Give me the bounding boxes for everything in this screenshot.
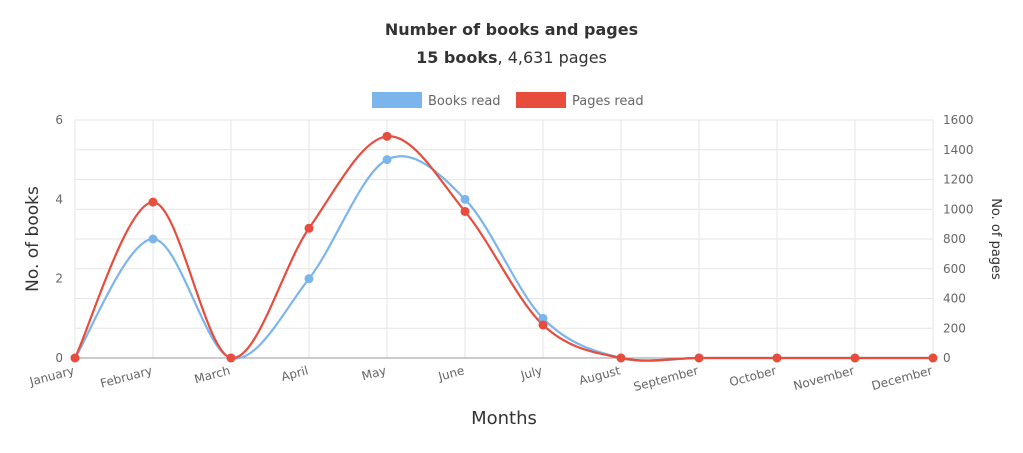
x-tick-label: November [792,363,856,393]
books-data-point [460,194,470,204]
legend-label-pages: Pages read [572,94,644,109]
subtitle-books-count: 15 books [416,48,498,67]
chart-subtitle: 15 books, 4,631 pages [0,48,1023,67]
x-tick-label: April [280,363,310,384]
pages-data-point [928,353,938,363]
x-tick-label: February [99,363,154,390]
legend-label-books: Books read [428,94,501,109]
y-tick-label: 0 [55,351,63,365]
pages-data-point [460,206,470,216]
pages-data-point [694,353,704,363]
y2-tick-label: 600 [943,262,966,276]
pages-data-point [148,197,158,207]
chart-title: Number of books and pages [384,20,639,39]
x-tick-label: August [578,363,622,387]
legend: Books read Pages read [372,92,644,109]
books-data-point [538,313,548,323]
pages-data-point [304,223,314,233]
y-axis-title: No. of books [23,186,43,292]
y2-tick-label: 1400 [943,143,974,157]
x-axis-title: Months [471,408,537,429]
subtitle-pages-count: , 4,631 pages [497,48,607,67]
pages-data-point [616,353,626,363]
y2-tick-label: 800 [943,232,966,246]
y2-tick-label: 1000 [943,202,974,216]
x-tick-label: June [436,363,466,384]
data-points [70,131,938,363]
x-tick-label: October [728,363,778,389]
books-data-point [148,234,158,244]
series-lines [74,135,933,363]
x-tick-label: December [870,363,934,393]
y2-axis-title: No. of pages [988,198,1003,280]
y2-tick-label: 1600 [943,113,974,127]
series-line-books [74,155,933,363]
x-tick-label: September [632,363,700,394]
books-data-point [382,155,392,165]
y-tick-label: 4 [55,192,63,206]
series-line-pages [74,135,933,362]
pages-data-point [772,353,782,363]
pages-data-point [226,353,236,363]
axes: 0 2 4 6 0 200 400 600 800 1000 1200 1400 1600 January… [23,113,1003,429]
pages-data-point [538,320,548,330]
x-tick-label: January [27,363,76,389]
y-tick-label: 2 [55,272,63,286]
x-tick-label: July [518,363,543,382]
books-data-point [304,274,314,284]
pages-data-point [70,353,80,363]
x-tick-label: March [193,363,232,386]
y-tick-label: 6 [55,113,63,127]
x-tick-label: May [360,363,388,383]
y2-tick-label: 400 [943,292,966,306]
y2-tick-label: 1200 [943,173,974,187]
y2-tick-label: 0 [943,351,951,365]
y2-tick-label: 200 [943,321,966,335]
pages-data-point [382,131,392,141]
pages-data-point [850,353,860,363]
legend-swatch-books [372,92,422,108]
legend-swatch-pages [516,92,566,108]
